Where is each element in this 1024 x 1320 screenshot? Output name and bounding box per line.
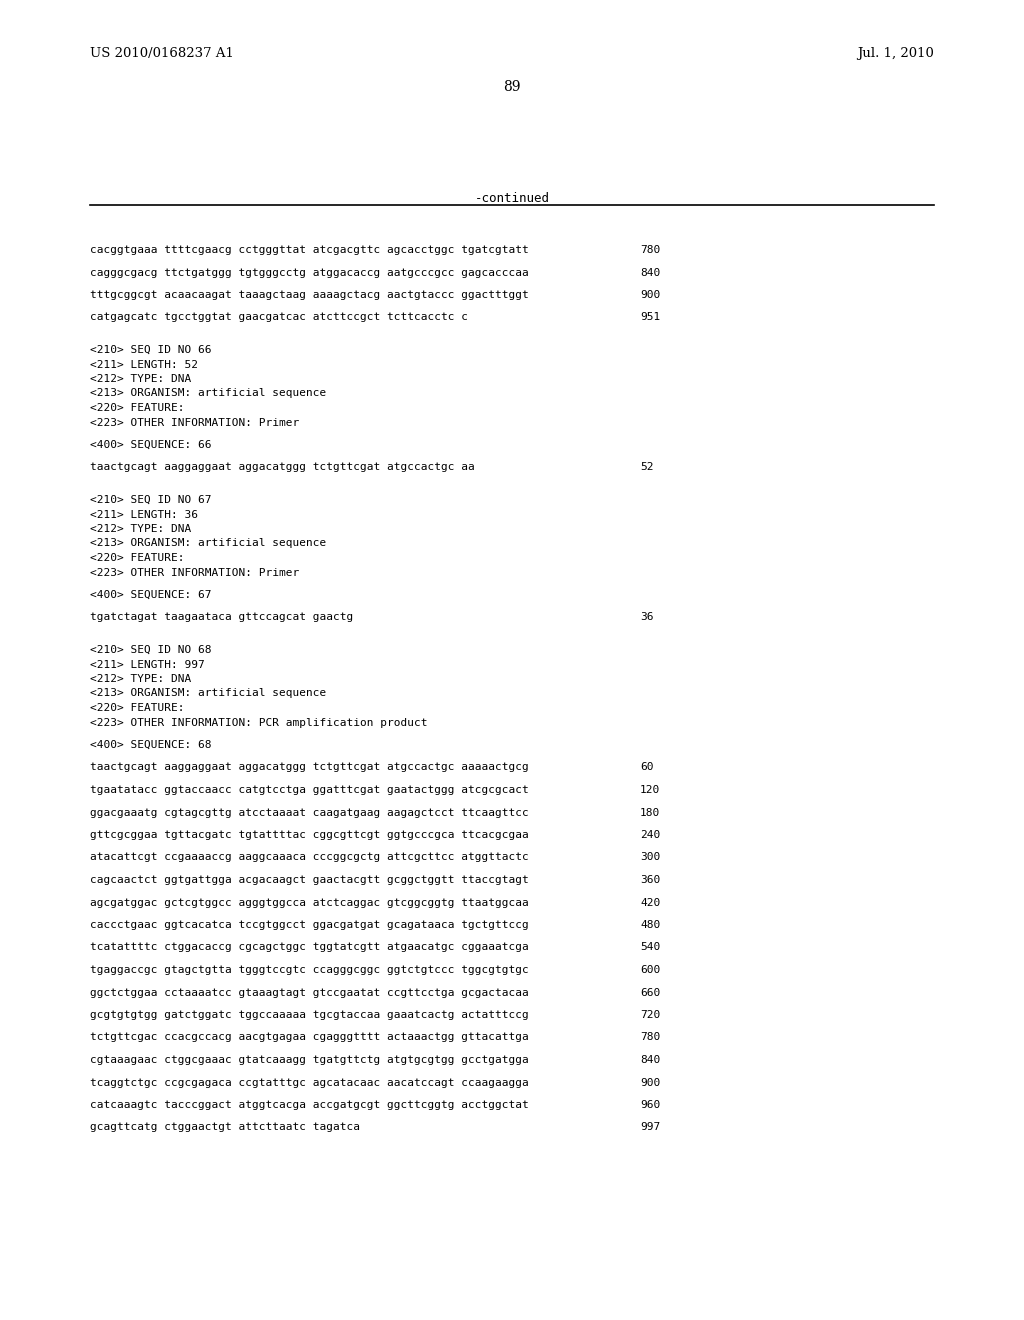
Text: <220> FEATURE:: <220> FEATURE: bbox=[90, 403, 184, 413]
Text: tttgcggcgt acaacaagat taaagctaag aaaagctacg aactgtaccc ggactttggt: tttgcggcgt acaacaagat taaagctaag aaaagct… bbox=[90, 290, 528, 300]
Text: 997: 997 bbox=[640, 1122, 660, 1133]
Text: <213> ORGANISM: artificial sequence: <213> ORGANISM: artificial sequence bbox=[90, 539, 327, 549]
Text: 951: 951 bbox=[640, 313, 660, 322]
Text: cgtaaagaac ctggcgaaac gtatcaaagg tgatgttctg atgtgcgtgg gcctgatgga: cgtaaagaac ctggcgaaac gtatcaaagg tgatgtt… bbox=[90, 1055, 528, 1065]
Text: US 2010/0168237 A1: US 2010/0168237 A1 bbox=[90, 48, 233, 59]
Text: <400> SEQUENCE: 66: <400> SEQUENCE: 66 bbox=[90, 440, 212, 450]
Text: 60: 60 bbox=[640, 763, 653, 772]
Text: tgaggaccgc gtagctgtta tgggtccgtc ccagggcggc ggtctgtccc tggcgtgtgc: tgaggaccgc gtagctgtta tgggtccgtc ccagggc… bbox=[90, 965, 528, 975]
Text: catcaaagtc tacccggact atggtcacga accgatgcgt ggcttcggtg acctggctat: catcaaagtc tacccggact atggtcacga accgatg… bbox=[90, 1100, 528, 1110]
Text: <220> FEATURE:: <220> FEATURE: bbox=[90, 704, 184, 713]
Text: ggacgaaatg cgtagcgttg atcctaaaat caagatgaag aagagctcct ttcaagttcc: ggacgaaatg cgtagcgttg atcctaaaat caagatg… bbox=[90, 808, 528, 817]
Text: <211> LENGTH: 36: <211> LENGTH: 36 bbox=[90, 510, 198, 520]
Text: 420: 420 bbox=[640, 898, 660, 908]
Text: -continued: -continued bbox=[474, 191, 550, 205]
Text: 180: 180 bbox=[640, 808, 660, 817]
Text: tcatattttc ctggacaccg cgcagctggc tggtatcgtt atgaacatgc cggaaatcga: tcatattttc ctggacaccg cgcagctggc tggtatc… bbox=[90, 942, 528, 953]
Text: cagggcgacg ttctgatggg tgtgggcctg atggacaccg aatgcccgcc gagcacccaa: cagggcgacg ttctgatggg tgtgggcctg atggaca… bbox=[90, 268, 528, 277]
Text: <220> FEATURE:: <220> FEATURE: bbox=[90, 553, 184, 564]
Text: 840: 840 bbox=[640, 1055, 660, 1065]
Text: <212> TYPE: DNA: <212> TYPE: DNA bbox=[90, 524, 191, 535]
Text: <223> OTHER INFORMATION: Primer: <223> OTHER INFORMATION: Primer bbox=[90, 568, 299, 578]
Text: <400> SEQUENCE: 67: <400> SEQUENCE: 67 bbox=[90, 590, 212, 601]
Text: 36: 36 bbox=[640, 612, 653, 623]
Text: <223> OTHER INFORMATION: Primer: <223> OTHER INFORMATION: Primer bbox=[90, 417, 299, 428]
Text: 300: 300 bbox=[640, 853, 660, 862]
Text: <210> SEQ ID NO 67: <210> SEQ ID NO 67 bbox=[90, 495, 212, 506]
Text: 960: 960 bbox=[640, 1100, 660, 1110]
Text: agcgatggac gctcgtggcc agggtggcca atctcaggac gtcggcggtg ttaatggcaa: agcgatggac gctcgtggcc agggtggcca atctcag… bbox=[90, 898, 528, 908]
Text: 720: 720 bbox=[640, 1010, 660, 1020]
Text: tgatctagat taagaataca gttccagcat gaactg: tgatctagat taagaataca gttccagcat gaactg bbox=[90, 612, 353, 623]
Text: 840: 840 bbox=[640, 268, 660, 277]
Text: taactgcagt aaggaggaat aggacatggg tctgttcgat atgccactgc aaaaactgcg: taactgcagt aaggaggaat aggacatggg tctgttc… bbox=[90, 763, 528, 772]
Text: cacggtgaaa ttttcgaacg cctgggttat atcgacgttc agcacctggc tgatcgtatt: cacggtgaaa ttttcgaacg cctgggttat atcgacg… bbox=[90, 246, 528, 255]
Text: 240: 240 bbox=[640, 830, 660, 840]
Text: gcgtgtgtgg gatctggatc tggccaaaaa tgcgtaccaa gaaatcactg actatttccg: gcgtgtgtgg gatctggatc tggccaaaaa tgcgtac… bbox=[90, 1010, 528, 1020]
Text: <211> LENGTH: 997: <211> LENGTH: 997 bbox=[90, 660, 205, 669]
Text: <210> SEQ ID NO 68: <210> SEQ ID NO 68 bbox=[90, 645, 212, 655]
Text: <212> TYPE: DNA: <212> TYPE: DNA bbox=[90, 675, 191, 684]
Text: 360: 360 bbox=[640, 875, 660, 884]
Text: <223> OTHER INFORMATION: PCR amplification product: <223> OTHER INFORMATION: PCR amplificati… bbox=[90, 718, 427, 727]
Text: 900: 900 bbox=[640, 290, 660, 300]
Text: <212> TYPE: DNA: <212> TYPE: DNA bbox=[90, 374, 191, 384]
Text: 120: 120 bbox=[640, 785, 660, 795]
Text: 780: 780 bbox=[640, 246, 660, 255]
Text: 900: 900 bbox=[640, 1077, 660, 1088]
Text: atacattcgt ccgaaaaccg aaggcaaaca cccggcgctg attcgcttcc atggttactc: atacattcgt ccgaaaaccg aaggcaaaca cccggcg… bbox=[90, 853, 528, 862]
Text: gttcgcggaa tgttacgatc tgtattttac cggcgttcgt ggtgcccgca ttcacgcgaa: gttcgcggaa tgttacgatc tgtattttac cggcgtt… bbox=[90, 830, 528, 840]
Text: cagcaactct ggtgattgga acgacaagct gaactacgtt gcggctggtt ttaccgtagt: cagcaactct ggtgattgga acgacaagct gaactac… bbox=[90, 875, 528, 884]
Text: tctgttcgac ccacgccacg aacgtgagaa cgagggtttt actaaactgg gttacattga: tctgttcgac ccacgccacg aacgtgagaa cgagggt… bbox=[90, 1032, 528, 1043]
Text: caccctgaac ggtcacatca tccgtggcct ggacgatgat gcagataaca tgctgttccg: caccctgaac ggtcacatca tccgtggcct ggacgat… bbox=[90, 920, 528, 931]
Text: 480: 480 bbox=[640, 920, 660, 931]
Text: tcaggtctgc ccgcgagaca ccgtatttgc agcatacaac aacatccagt ccaagaagga: tcaggtctgc ccgcgagaca ccgtatttgc agcatac… bbox=[90, 1077, 528, 1088]
Text: <213> ORGANISM: artificial sequence: <213> ORGANISM: artificial sequence bbox=[90, 388, 327, 399]
Text: 52: 52 bbox=[640, 462, 653, 473]
Text: gcagttcatg ctggaactgt attcttaatc tagatca: gcagttcatg ctggaactgt attcttaatc tagatca bbox=[90, 1122, 360, 1133]
Text: Jul. 1, 2010: Jul. 1, 2010 bbox=[857, 48, 934, 59]
Text: catgagcatc tgcctggtat gaacgatcac atcttccgct tcttcacctc c: catgagcatc tgcctggtat gaacgatcac atcttcc… bbox=[90, 313, 468, 322]
Text: <400> SEQUENCE: 68: <400> SEQUENCE: 68 bbox=[90, 741, 212, 750]
Text: taactgcagt aaggaggaat aggacatggg tctgttcgat atgccactgc aa: taactgcagt aaggaggaat aggacatggg tctgttc… bbox=[90, 462, 475, 473]
Text: ggctctggaa cctaaaatcc gtaaagtagt gtccgaatat ccgttcctga gcgactacaa: ggctctggaa cctaaaatcc gtaaagtagt gtccgaa… bbox=[90, 987, 528, 998]
Text: 89: 89 bbox=[503, 81, 521, 94]
Text: 780: 780 bbox=[640, 1032, 660, 1043]
Text: 600: 600 bbox=[640, 965, 660, 975]
Text: 660: 660 bbox=[640, 987, 660, 998]
Text: tgaatatacc ggtaccaacc catgtcctga ggatttcgat gaatactggg atcgcgcact: tgaatatacc ggtaccaacc catgtcctga ggatttc… bbox=[90, 785, 528, 795]
Text: <211> LENGTH: 52: <211> LENGTH: 52 bbox=[90, 359, 198, 370]
Text: <210> SEQ ID NO 66: <210> SEQ ID NO 66 bbox=[90, 345, 212, 355]
Text: <213> ORGANISM: artificial sequence: <213> ORGANISM: artificial sequence bbox=[90, 689, 327, 698]
Text: 540: 540 bbox=[640, 942, 660, 953]
